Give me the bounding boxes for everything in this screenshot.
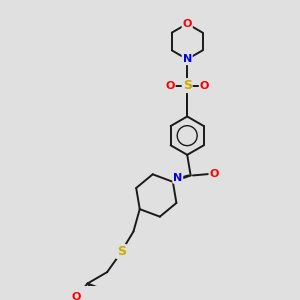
Text: N: N [183, 54, 192, 64]
Text: O: O [165, 81, 175, 91]
Text: O: O [209, 169, 219, 179]
Text: O: O [200, 81, 209, 91]
Text: N: N [173, 173, 182, 183]
Text: S: S [183, 79, 192, 92]
Text: O: O [72, 292, 81, 300]
Text: S: S [117, 245, 126, 258]
Text: O: O [182, 19, 192, 29]
